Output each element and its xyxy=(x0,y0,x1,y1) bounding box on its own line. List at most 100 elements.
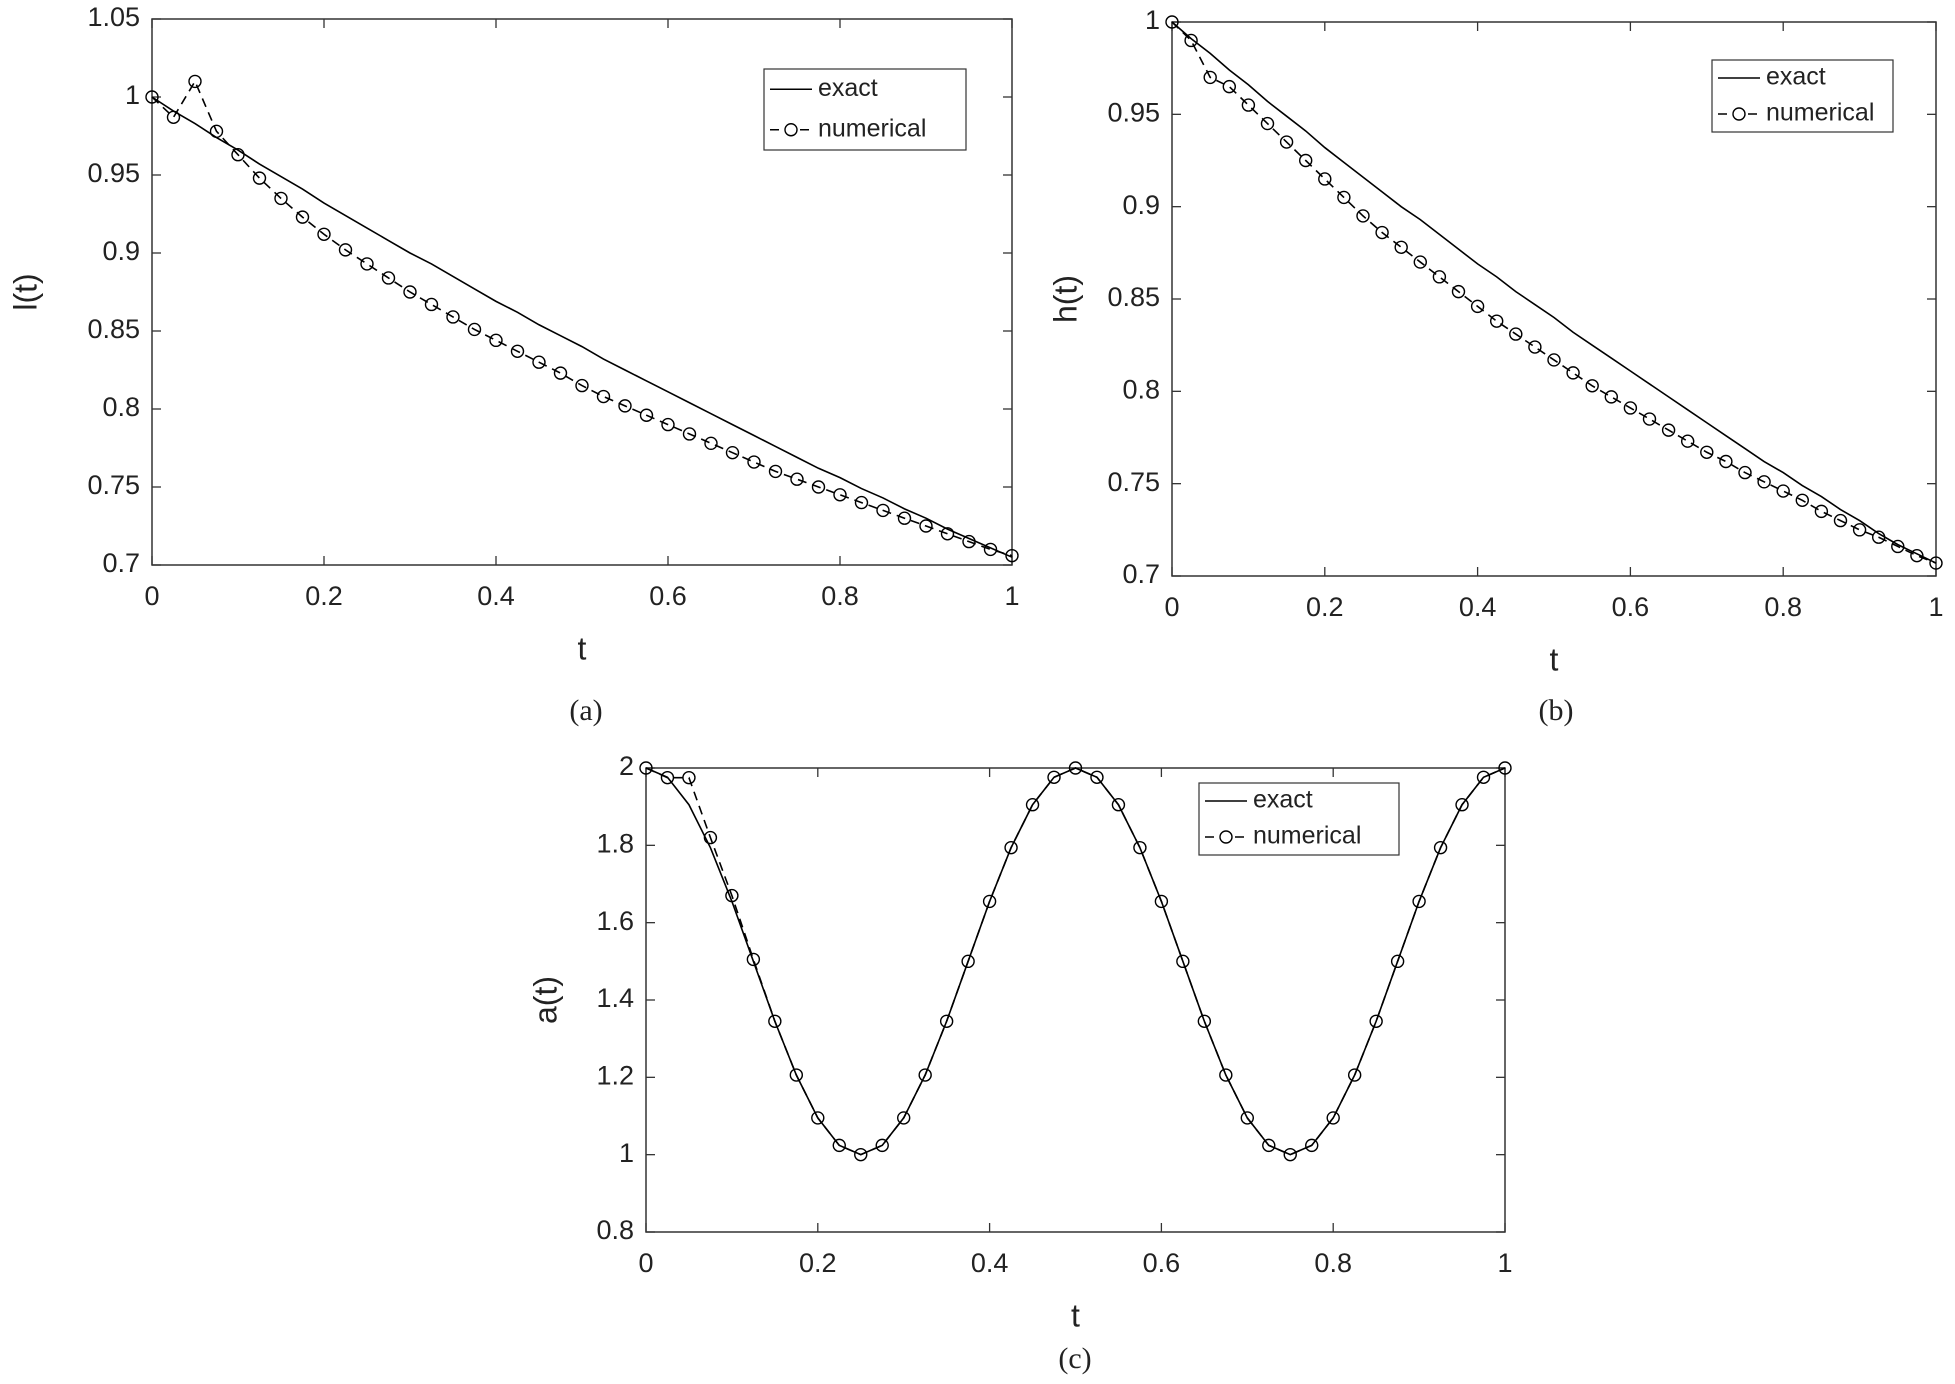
x-tick-label: 1 xyxy=(1004,581,1019,611)
x-tick-label: 0.2 xyxy=(1306,592,1344,622)
data-point xyxy=(1585,379,1599,393)
data-point xyxy=(231,148,245,162)
data-point xyxy=(768,1014,782,1028)
data-point xyxy=(295,210,310,224)
data-point xyxy=(725,445,740,460)
data-point xyxy=(424,297,439,312)
data-point xyxy=(467,322,482,337)
data-point xyxy=(1814,504,1829,519)
data-point xyxy=(1184,33,1198,48)
x-tick-label: 0 xyxy=(1164,592,1179,622)
data-point xyxy=(1470,299,1485,314)
data-point xyxy=(1176,954,1190,969)
data-point xyxy=(252,171,267,185)
data-point xyxy=(1241,98,1256,112)
data-point xyxy=(961,954,975,969)
data-point xyxy=(1604,390,1619,404)
legend-marker xyxy=(1219,830,1233,844)
data-point xyxy=(875,1138,889,1153)
data-point xyxy=(1833,513,1848,528)
data-point xyxy=(1509,327,1523,341)
data-point xyxy=(1528,340,1542,354)
y-tick-label: 1 xyxy=(1145,5,1160,35)
data-point xyxy=(789,1068,804,1082)
data-point xyxy=(811,480,826,494)
data-point xyxy=(1661,423,1676,437)
data-point xyxy=(1165,15,1179,29)
data-point xyxy=(1642,412,1657,426)
data-point xyxy=(1476,770,1491,784)
legend-label: numerical xyxy=(818,114,926,142)
data-point xyxy=(1547,353,1561,367)
y-tick-label: 0.95 xyxy=(87,158,140,188)
data-point xyxy=(1776,484,1790,498)
x-axis-label: t xyxy=(578,630,587,666)
data-point xyxy=(1680,434,1695,448)
data-point xyxy=(983,542,998,557)
data-point xyxy=(746,952,761,967)
data-point xyxy=(489,333,503,348)
data-point xyxy=(145,90,159,104)
data-point xyxy=(1412,894,1426,909)
data-point xyxy=(209,124,224,139)
y-tick-label: 0.9 xyxy=(1122,190,1160,220)
x-tick-label: 0 xyxy=(638,1248,653,1278)
data-point xyxy=(1451,284,1466,299)
data-point xyxy=(1240,1111,1255,1125)
data-point xyxy=(1623,401,1638,415)
data-point xyxy=(918,1068,932,1082)
data-point xyxy=(1852,523,1867,537)
data-point xyxy=(661,417,675,432)
data-point xyxy=(1260,116,1275,131)
data-point xyxy=(1111,798,1126,812)
data-point xyxy=(639,761,653,775)
data-point xyxy=(1347,1068,1362,1082)
data-point xyxy=(1700,445,1714,459)
legend-box xyxy=(1198,782,1400,856)
caption: (c) xyxy=(1058,1342,1091,1375)
data-point xyxy=(1219,1068,1233,1082)
data-point xyxy=(962,534,976,549)
data-point xyxy=(940,527,955,541)
data-point xyxy=(1498,761,1512,775)
x-tick-label: 0.8 xyxy=(821,581,859,611)
y-tick-label: 1 xyxy=(125,80,140,110)
data-point xyxy=(446,310,460,324)
x-tick-label: 0.4 xyxy=(477,581,515,611)
data-point xyxy=(317,227,331,241)
data-point xyxy=(876,503,890,518)
data-point xyxy=(703,830,718,845)
data-point xyxy=(682,770,696,785)
data-point xyxy=(1133,840,1147,855)
y-tick-label: 0.85 xyxy=(87,314,140,344)
data-point xyxy=(1283,1147,1297,1162)
data-point xyxy=(725,888,739,903)
data-point xyxy=(1326,1111,1340,1125)
y-tick-label: 1.2 xyxy=(596,1060,634,1090)
data-point xyxy=(1356,209,1370,223)
x-tick-label: 0.2 xyxy=(305,581,343,611)
data-point xyxy=(1005,548,1019,563)
data-point xyxy=(982,894,997,909)
data-point xyxy=(1489,314,1504,328)
data-point xyxy=(1455,798,1469,812)
legend-label: exact xyxy=(818,74,878,102)
data-point xyxy=(1432,270,1447,284)
x-tick-label: 1 xyxy=(1928,592,1943,622)
caption: (b) xyxy=(1539,694,1574,727)
data-point xyxy=(897,511,912,525)
y-tick-label: 1 xyxy=(619,1138,634,1168)
data-point xyxy=(854,1147,868,1162)
y-tick-label: 2 xyxy=(619,751,634,781)
data-point xyxy=(338,243,353,257)
data-point xyxy=(660,770,675,785)
data-point xyxy=(1047,770,1061,784)
data-point xyxy=(1298,153,1313,168)
y-tick-label: 1.6 xyxy=(596,906,634,936)
data-point xyxy=(919,519,933,533)
y-tick-label: 0.95 xyxy=(1107,97,1160,127)
data-point xyxy=(553,366,568,380)
y-tick-label: 0.8 xyxy=(1122,374,1160,404)
legend-label: exact xyxy=(1253,786,1313,814)
y-tick-label: 0.8 xyxy=(102,392,140,422)
